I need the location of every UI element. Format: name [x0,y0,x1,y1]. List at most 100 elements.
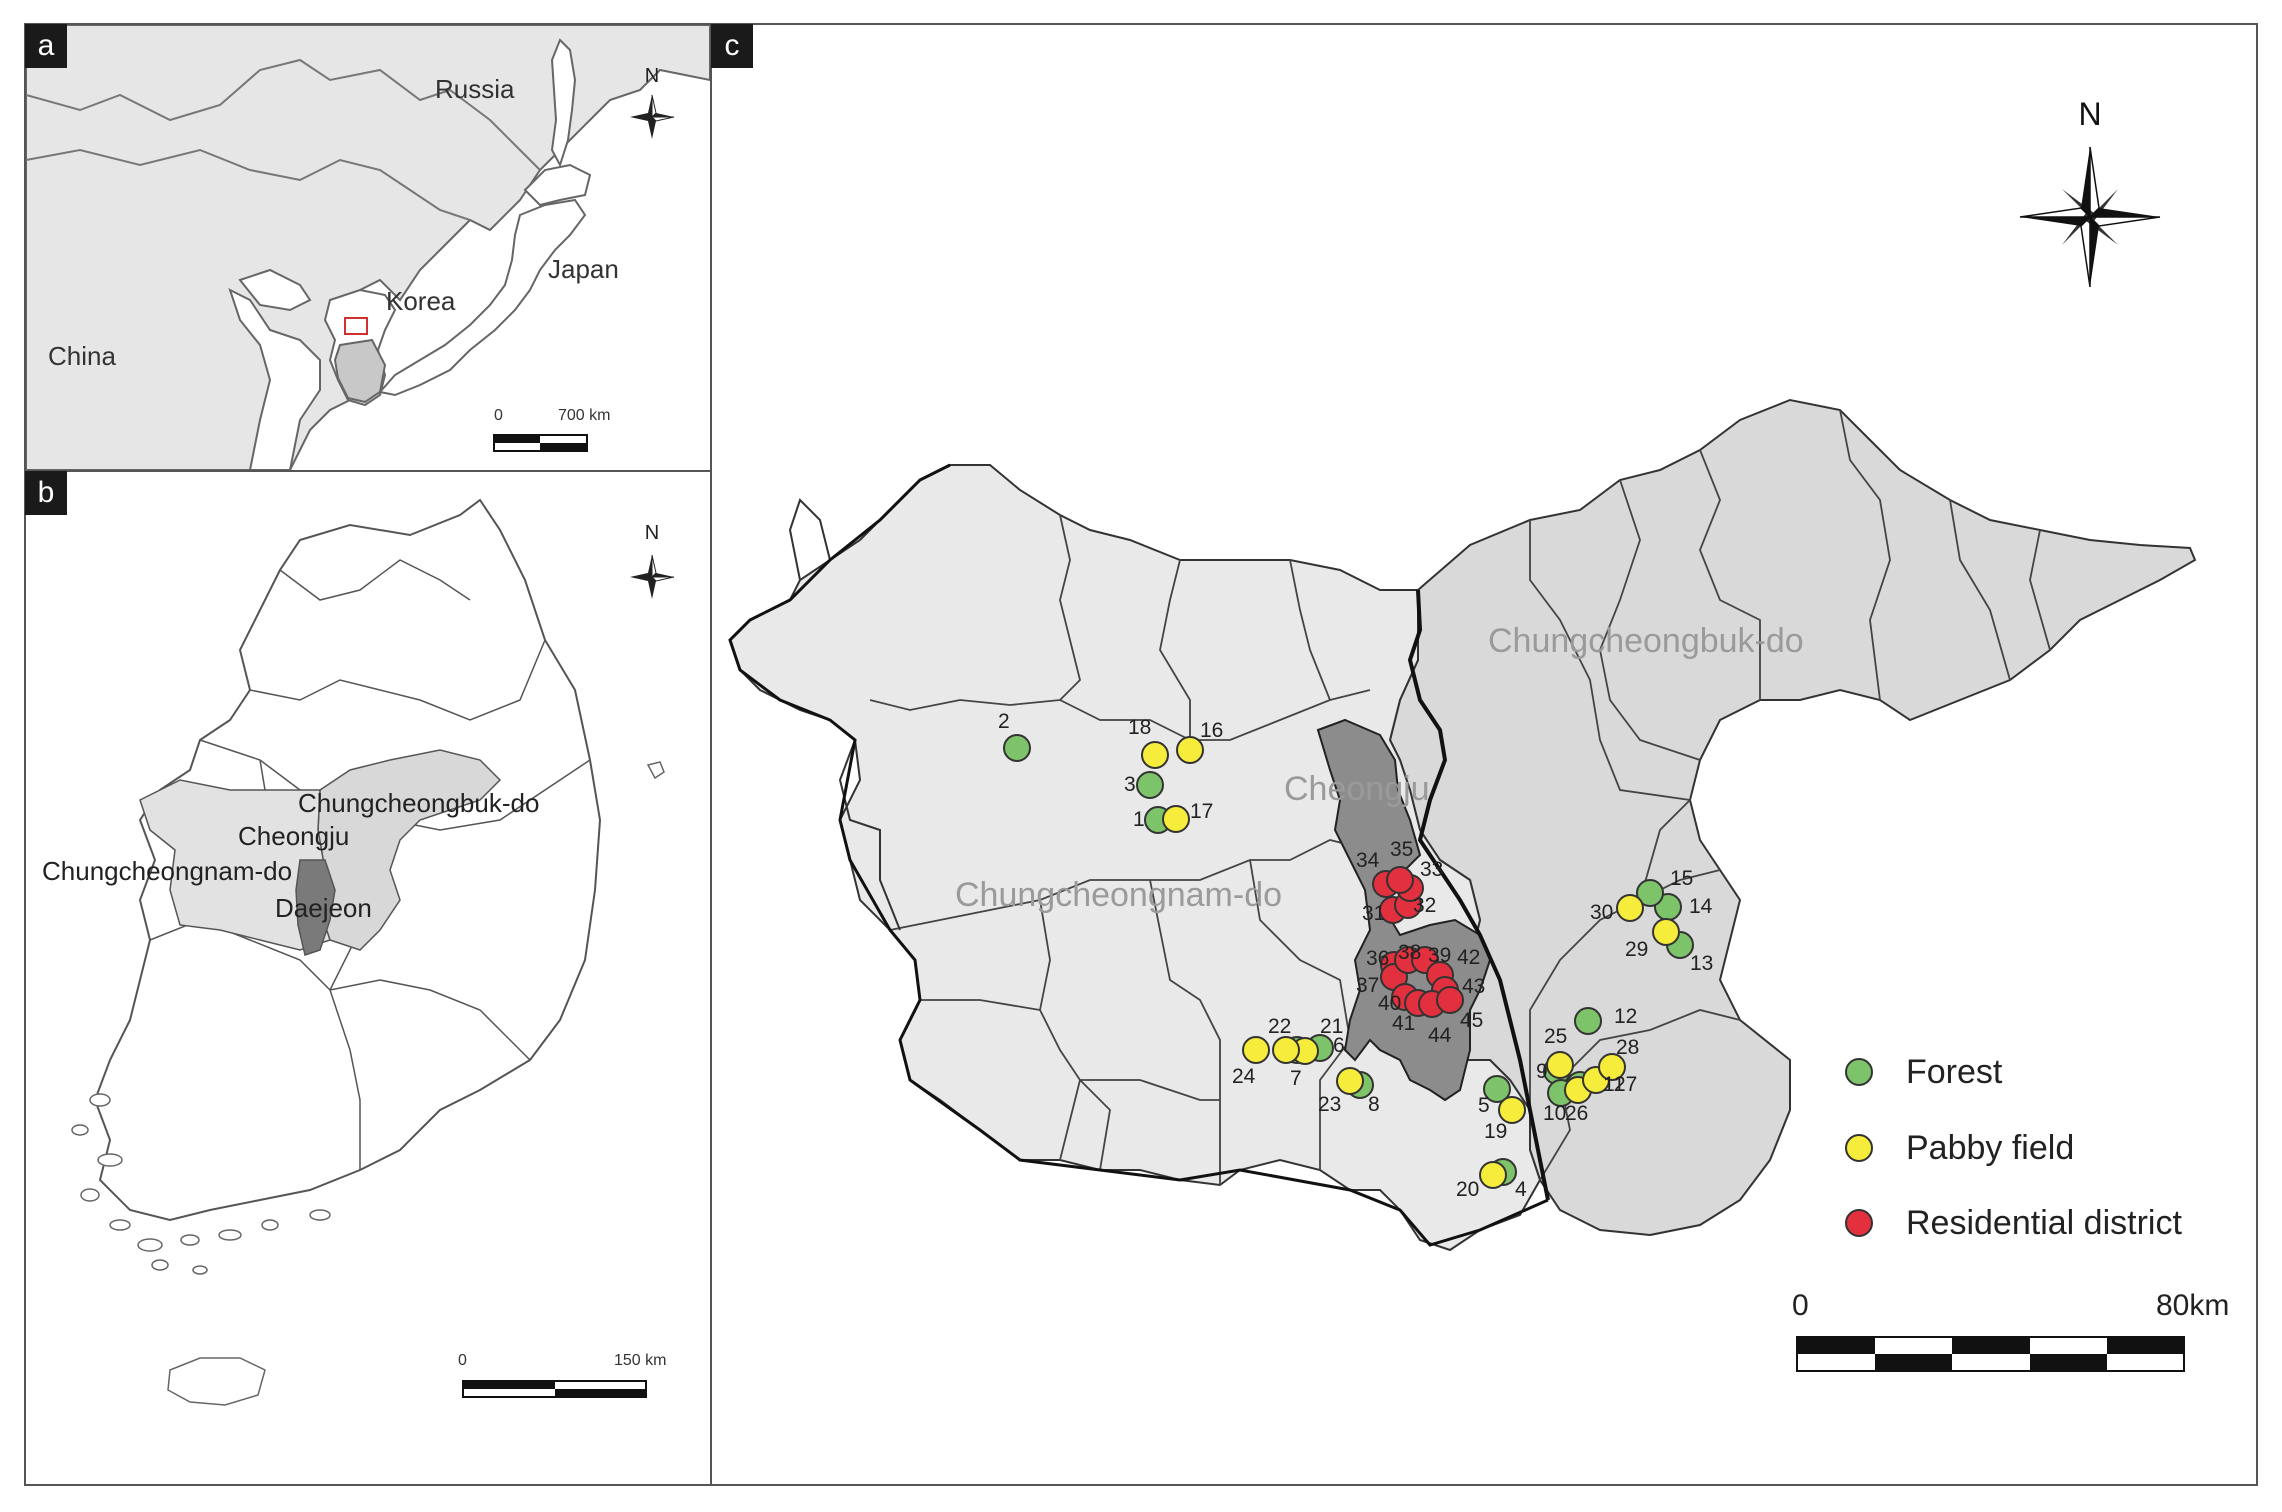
japan [378,198,587,397]
place-label-korea: Korea [386,286,456,316]
region-label-cheongju: Cheongju [1284,770,1430,808]
southwest-islands [71,1093,331,1275]
site-label-15: 15 [1670,867,1693,890]
site-label-6: 6 [1333,1034,1345,1057]
site-marker-18 [1141,741,1169,769]
scale-a-end: 700 km [558,407,610,424]
ulleung-island [646,761,665,780]
site-label-39: 39 [1428,944,1451,967]
jeju-island [167,1357,266,1406]
place-label-china: China [48,341,116,371]
site-label-23: 23 [1318,1093,1341,1116]
site-label-26: 26 [1565,1102,1588,1125]
place-label-chungcheongbuk-do-b: Chungcheongbuk-do [298,788,539,818]
site-label-29: 29 [1625,938,1648,961]
cheongju-daejeon-region [295,859,336,956]
site-marker-12 [1574,1007,1602,1035]
scale-bar-b [462,1380,647,1398]
site-label-16: 16 [1200,719,1223,742]
north-label-a: N [645,65,659,87]
chungcheongnam-do-region [139,779,331,951]
site-label-14: 14 [1689,895,1713,918]
north-label-c: N [2078,96,2101,132]
panel-b-tag: b [25,471,67,515]
outer-border-c [728,463,1549,1247]
site-label-21: 21 [1320,1015,1343,1038]
site-label-5: 5 [1478,1094,1490,1117]
site-label-12: 12 [1614,1005,1637,1028]
site-label-1: 1 [1133,808,1145,831]
site-label-31: 31 [1362,902,1385,925]
site-marker-28 [1598,1053,1626,1081]
west-coast-inlets [788,498,901,931]
site-label-19: 19 [1484,1120,1507,1143]
site-label-33: 33 [1420,858,1443,881]
site-label-17: 17 [1190,800,1213,823]
site-label-43: 43 [1462,975,1485,998]
site-label-42: 42 [1457,946,1480,969]
site-label-28: 28 [1616,1036,1639,1059]
site-label-37: 37 [1356,974,1379,997]
site-marker-25 [1546,1051,1574,1079]
scale-b-start: 0 [458,1352,467,1369]
site-label-3: 3 [1124,773,1136,796]
scale-b-end: 150 km [614,1352,666,1369]
panel-a-map: Russia Japan Korea China N 0 700 km [26,25,710,470]
legend-forest-label: Forest [1906,1053,2003,1091]
site-label-34: 34 [1356,849,1380,872]
site-label-30: 30 [1590,901,1613,924]
site-label-40: 40 [1378,992,1401,1015]
russia-china-border [26,58,541,171]
site-label-27: 27 [1614,1073,1637,1096]
site-label-35: 35 [1390,838,1413,861]
site-label-41: 41 [1392,1012,1415,1035]
site-marker-17 [1162,805,1190,833]
legend-residential-swatch [1845,1209,1873,1237]
legend-forest-swatch [1845,1058,1873,1086]
provincial-border-c [1407,589,1550,1201]
site-label-36: 36 [1366,947,1389,970]
site-marker-35 [1386,866,1414,894]
region-label-chungcheongnam-do: Chungcheongnam-do [955,876,1282,914]
north-arrow-a-icon [630,94,675,139]
site-label-32: 32 [1413,894,1436,917]
panel-a-tag: a [25,24,67,68]
site-label-2: 2 [998,710,1010,733]
site-label-4: 4 [1515,1178,1527,1201]
legend-residential-label: Residential district [1906,1204,2182,1242]
site-marker-30 [1616,894,1644,922]
bohai [238,268,312,312]
site-marker-29 [1652,918,1680,946]
place-label-chungcheongnam-do-b: Chungcheongnam-do [42,856,292,886]
site-label-24: 24 [1232,1065,1256,1088]
site-marker-24 [1242,1036,1270,1064]
site-label-45: 45 [1460,1009,1483,1032]
site-label-44: 44 [1428,1024,1452,1047]
site-label-25: 25 [1544,1025,1567,1048]
site-label-7: 7 [1290,1067,1302,1090]
place-label-daejeon-b: Daejeon [275,893,372,923]
site-label-11: 11 [1603,1073,1625,1096]
legend-paddy-label: Pabby field [1906,1129,2074,1167]
site-marker-20 [1479,1161,1507,1189]
district-boundaries-c [869,409,2051,1185]
site-label-22: 22 [1268,1015,1291,1038]
site-label-9: 9 [1536,1060,1548,1083]
north-arrow-b-icon [630,554,675,599]
scale-c-end: 80km [2156,1289,2229,1322]
site-marker-5 [1483,1075,1511,1103]
site-marker-3 [1136,771,1164,799]
panel-b-map: Chungcheongbuk-do Cheongju Chungcheongna… [42,498,675,1406]
site-marker-19 [1498,1096,1526,1124]
site-marker-2 [1003,734,1031,762]
site-label-20: 20 [1456,1178,1479,1201]
study-area-box [344,317,368,335]
china-mongolia-border [26,148,471,221]
north-label-b: N [645,522,659,544]
south-korea-fill [333,338,387,404]
legend-paddy-swatch [1845,1134,1873,1162]
sampling-sites: 1234567891011121314151617181920212223242… [998,710,1713,1201]
scale-bar-a [493,434,588,452]
scale-c-start: 0 [1792,1289,1809,1322]
